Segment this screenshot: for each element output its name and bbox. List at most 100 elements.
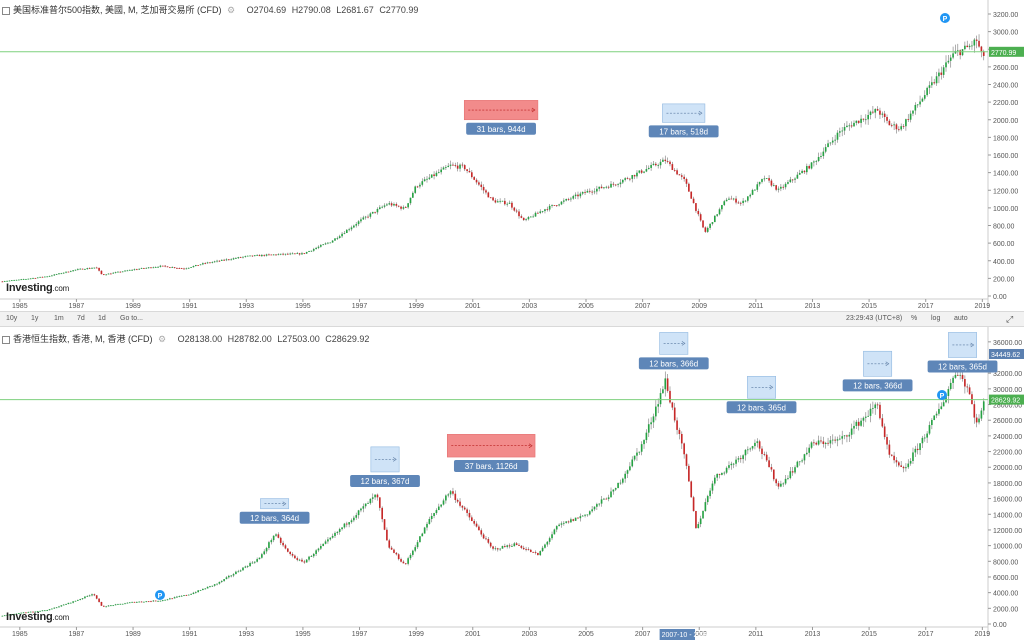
x-tick-label: 1985 xyxy=(12,631,28,638)
candle-body xyxy=(626,178,629,179)
x-tick-label: 2011 xyxy=(748,631,763,638)
candle-body xyxy=(140,601,143,603)
candle-body xyxy=(60,605,63,607)
candle-body xyxy=(48,275,51,277)
candle-body xyxy=(657,404,660,407)
candle-body xyxy=(485,190,487,193)
candle-body xyxy=(820,440,822,442)
candle-body xyxy=(867,114,869,120)
range-1d-button[interactable]: 1d xyxy=(98,315,106,322)
candle-body xyxy=(209,262,211,264)
candle-body xyxy=(310,556,313,557)
candle-body xyxy=(982,51,985,56)
candle-body xyxy=(777,483,780,487)
candle-body xyxy=(586,514,589,516)
candle-body xyxy=(341,527,343,530)
candle-body xyxy=(626,470,629,474)
candle-body xyxy=(749,448,752,450)
candle-body xyxy=(336,238,339,239)
candle-body xyxy=(1,615,4,617)
candle-body xyxy=(624,473,626,479)
candle-body xyxy=(909,113,912,120)
range-1m-button[interactable]: 1m xyxy=(54,315,64,322)
candle-body xyxy=(539,211,542,213)
candle-body xyxy=(574,517,577,521)
candle-body xyxy=(926,433,928,438)
candle-body xyxy=(763,454,766,455)
collapse-icon[interactable] xyxy=(2,335,10,344)
candle-body xyxy=(232,258,235,260)
candle-body xyxy=(921,437,924,444)
range-7d-button[interactable]: 7d xyxy=(77,315,85,322)
x-tick-label: 2017 xyxy=(918,631,934,638)
range-1y-button[interactable]: 1y xyxy=(31,315,39,322)
investing-logo: Investing.com xyxy=(6,282,70,294)
candle-body xyxy=(119,603,122,605)
candle-body xyxy=(62,604,65,606)
candle-body xyxy=(881,113,884,115)
percent-scale-button[interactable]: % xyxy=(911,315,918,322)
candle-body xyxy=(152,600,155,602)
candle-body xyxy=(501,546,504,549)
candle-body xyxy=(345,523,348,525)
candle-body xyxy=(117,271,119,273)
collapse-icon[interactable] xyxy=(2,6,10,15)
settings-icon[interactable]: ⚙ xyxy=(227,5,236,15)
candle-body xyxy=(914,104,917,111)
candle-body xyxy=(43,276,46,278)
candle-body xyxy=(475,523,478,527)
candle-body xyxy=(692,497,695,512)
auto-scale-button[interactable]: auto xyxy=(954,315,968,322)
candle-body xyxy=(268,254,270,256)
candle-body xyxy=(60,273,63,275)
candle-body xyxy=(945,62,947,68)
range-10y-button[interactable]: 10y xyxy=(6,315,18,322)
x-tick-label: 1999 xyxy=(408,631,424,638)
candle-body xyxy=(246,566,249,567)
candle-body xyxy=(520,216,523,218)
candle-body xyxy=(612,489,615,492)
high-price-label: 34449.62 xyxy=(991,352,1020,359)
candle-body xyxy=(596,188,598,192)
candle-body xyxy=(145,267,148,269)
x-tick-label: 2009 xyxy=(691,631,707,638)
fullscreen-icon[interactable]: ⤢ xyxy=(1006,314,1014,324)
settings-icon[interactable]: ⚙ xyxy=(158,334,167,344)
candle-body xyxy=(610,491,612,498)
candle-body xyxy=(338,529,341,532)
candle-body xyxy=(532,551,534,553)
candle-body xyxy=(34,278,37,279)
candle-body xyxy=(739,458,742,460)
candle-body xyxy=(496,548,499,550)
candle-body xyxy=(723,472,726,474)
candle-body xyxy=(121,603,124,605)
candle-body xyxy=(940,72,943,75)
bar-range-annotation: 31 bars, 944d xyxy=(463,100,539,135)
candle-body xyxy=(312,553,315,557)
goto-button[interactable]: Go to... xyxy=(120,315,143,322)
log-scale-button[interactable]: log xyxy=(931,315,941,322)
candle-body xyxy=(678,429,681,434)
candle-body xyxy=(874,404,877,409)
candle-body xyxy=(973,404,976,418)
candle-body xyxy=(86,268,89,270)
candle-body xyxy=(8,614,11,616)
candle-body xyxy=(657,165,660,167)
candle-body xyxy=(853,122,855,127)
candle-body xyxy=(711,222,714,224)
candle-body xyxy=(192,266,195,268)
candle-body xyxy=(194,265,197,267)
candle-body xyxy=(393,549,395,553)
candle-body xyxy=(463,507,466,510)
y-tick-label: 12000.00 xyxy=(993,528,1022,535)
x-tick-label: 1993 xyxy=(239,303,255,310)
candle-body xyxy=(277,254,280,256)
candle-body xyxy=(931,419,933,426)
candle-body xyxy=(537,552,539,556)
candle-body xyxy=(447,494,450,496)
candle-body xyxy=(768,178,770,181)
candle-body xyxy=(270,254,273,256)
candle-body xyxy=(98,267,100,271)
candle-body xyxy=(46,610,49,612)
